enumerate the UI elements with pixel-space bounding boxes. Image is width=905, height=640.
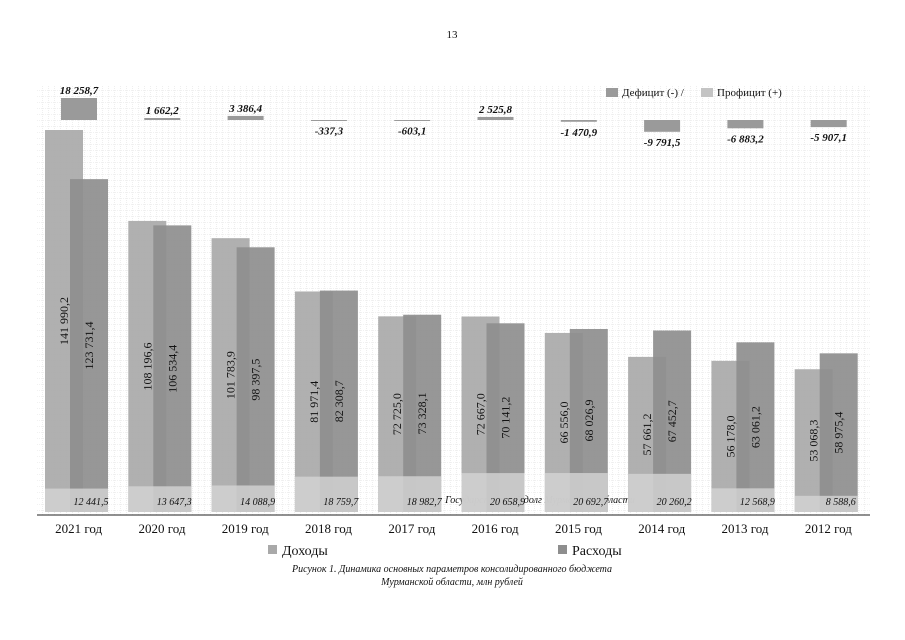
legend-swatch (558, 545, 567, 554)
legend-label: Расходы (572, 544, 622, 559)
debt-bar (128, 486, 192, 512)
bar (319, 290, 358, 512)
balance-label: -9 791,5 (644, 137, 681, 149)
value-label: 141 990,2 (57, 297, 71, 345)
value-label: 56 178,0 (723, 415, 737, 457)
value-label: 68 026,9 (582, 399, 596, 441)
balance-label: -1 470,9 (560, 127, 597, 139)
x-tick-label: 2015 год (555, 521, 602, 536)
bar (153, 225, 192, 512)
value-label: 98 397,5 (249, 359, 263, 401)
debt-bar (711, 488, 775, 512)
debt-value-label: 8 588,6 (826, 497, 856, 508)
debt-bar (461, 473, 525, 512)
value-label: 82 308,7 (332, 380, 346, 422)
debt-bar (294, 476, 358, 512)
value-label: 63 061,2 (748, 406, 762, 448)
x-tick-label: 2017 год (388, 521, 435, 536)
x-tick-label: 2018 год (305, 521, 352, 536)
legend-label: Доходы (282, 544, 328, 559)
legend-label: Дефицит (-) / (622, 87, 685, 99)
debt-value-label: 20 260,2 (657, 497, 692, 508)
value-label: 72 667,0 (474, 393, 488, 435)
balance-bar (310, 120, 347, 121)
value-label: 57 661,2 (640, 413, 654, 455)
x-tick-label: 2020 год (138, 521, 185, 536)
legend-label: Профицит (+) (717, 87, 782, 99)
value-label: 67 452,7 (665, 400, 679, 442)
debt-value-label: 13 647,3 (157, 497, 192, 508)
x-tick-label: 2012 год (805, 521, 852, 536)
x-tick-label: 2019 год (222, 521, 269, 536)
balance-bar (394, 120, 431, 121)
balance-bar (477, 116, 514, 120)
x-tick-label: 2014 год (638, 521, 685, 536)
balance-label: 3 386,4 (228, 103, 263, 115)
value-label: 108 196,6 (140, 342, 154, 390)
page-number: 13 (447, 29, 459, 41)
legend-swatch (268, 545, 277, 554)
debt-bar (628, 473, 692, 512)
value-label: 81 971,4 (307, 381, 321, 423)
balance-label: -6 883,2 (727, 133, 764, 145)
balance-bar (810, 120, 847, 128)
debt-value-label: 14 088,9 (240, 497, 275, 508)
value-label: 70 141,2 (499, 397, 513, 439)
value-label: 66 556,0 (557, 401, 571, 443)
x-tick-label: 2016 год (472, 521, 519, 536)
caption: Мурманской области, млн рублей (380, 577, 523, 588)
debt-value-label: 20 658,9 (490, 497, 525, 508)
debt-bar (544, 473, 608, 512)
balance-label: -5 907,1 (810, 132, 847, 144)
debt-bar (378, 476, 442, 512)
value-label: 73 328,1 (415, 392, 429, 434)
debt-value-label: 18 759,7 (323, 497, 359, 508)
value-label: 106 534,4 (165, 345, 179, 393)
balance-bar (560, 120, 597, 122)
legend-swatch (606, 88, 618, 97)
debt-label: Государственный долг Мурманской области (444, 495, 635, 506)
debt-bar (794, 495, 858, 512)
value-label: 101 783,9 (224, 351, 238, 399)
debt-value-label: 12 441,5 (74, 497, 109, 508)
x-tick-label: 2021 год (55, 521, 102, 536)
value-label: 72 725,0 (390, 393, 404, 435)
balance-bar (727, 120, 764, 129)
legend-swatch (701, 88, 713, 97)
value-label: 58 975,4 (832, 412, 846, 454)
debt-value-label: 20 692,7 (573, 497, 609, 508)
debt-value-label: 18 982,7 (407, 497, 443, 508)
balance-bar (61, 98, 97, 120)
bar (236, 247, 275, 512)
balance-label: -337,3 (315, 125, 344, 137)
balance-bar (644, 120, 681, 132)
bar (819, 353, 858, 512)
balance-label: 18 258,7 (60, 85, 99, 97)
x-tick-label: 2013 год (722, 521, 769, 536)
balance-label: 2 525,8 (478, 104, 513, 116)
debt-value-label: 12 568,9 (740, 497, 775, 508)
bar (736, 342, 775, 512)
debt-bar (45, 488, 108, 512)
value-label: 123 731,4 (82, 322, 96, 370)
balance-bar (144, 117, 181, 120)
balance-label: 1 662,2 (146, 105, 180, 117)
balance-label: -603,1 (398, 126, 426, 138)
debt-bar (211, 485, 275, 512)
bar (70, 179, 108, 512)
value-label: 53 068,3 (807, 420, 821, 462)
balance-bar (227, 115, 264, 120)
caption: Рисунок 1. Динамика основных параметров … (291, 564, 612, 575)
